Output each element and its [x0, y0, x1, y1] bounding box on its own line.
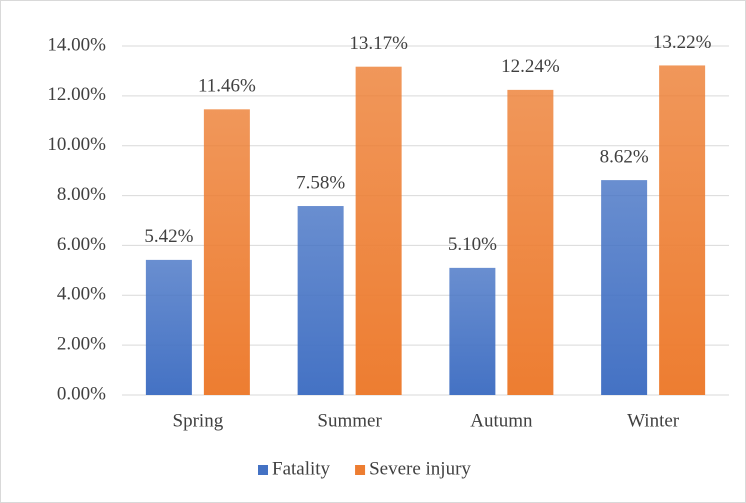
bar [507, 89, 554, 396]
x-tick-label: Summer [317, 410, 382, 431]
bar [297, 206, 344, 395]
legend-swatch [258, 465, 268, 475]
y-tick-label: 10.00% [47, 134, 106, 155]
y-tick-label: 12.00% [47, 84, 106, 105]
x-tick-label: Spring [173, 410, 224, 431]
y-tick-label: 6.00% [57, 234, 106, 255]
data-label: 12.24% [501, 56, 560, 77]
data-label: 13.22% [653, 32, 712, 53]
bar [601, 180, 648, 395]
data-label: 8.62% [600, 146, 649, 167]
legend-label: Fatality [272, 458, 331, 479]
y-tick-label: 14.00% [47, 34, 106, 55]
data-label: 5.42% [144, 226, 193, 247]
legend-label: Severe injury [369, 458, 471, 479]
y-tick-label: 8.00% [57, 184, 106, 205]
y-tick-label: 0.00% [57, 383, 106, 404]
bar [145, 259, 192, 395]
data-label: 7.58% [296, 172, 345, 193]
y-tick-label: 4.00% [57, 284, 106, 305]
legend-swatch [355, 465, 366, 475]
bar [203, 109, 250, 395]
data-label: 5.10% [448, 234, 497, 255]
data-label: 13.17% [349, 33, 408, 54]
data-label: 11.46% [198, 76, 256, 97]
bar [449, 267, 496, 395]
x-tick-label: Winter [627, 410, 680, 431]
bar [659, 65, 706, 396]
y-tick-label: 2.00% [57, 334, 106, 355]
bar [355, 66, 402, 396]
x-tick-label: Autumn [470, 410, 533, 431]
